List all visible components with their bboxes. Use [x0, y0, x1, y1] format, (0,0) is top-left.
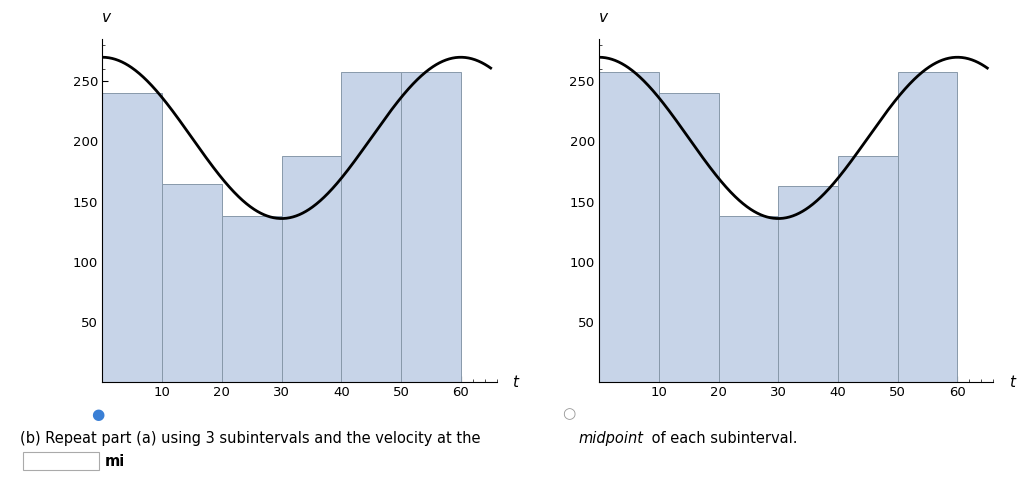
Bar — [401, 72, 461, 382]
Text: mi: mi — [104, 454, 125, 469]
Text: midpoint: midpoint — [579, 431, 643, 446]
Text: v: v — [102, 10, 112, 25]
Bar — [102, 94, 162, 382]
Text: t: t — [1009, 375, 1015, 390]
Bar — [162, 184, 222, 382]
Text: ●: ● — [91, 407, 103, 421]
Bar — [838, 156, 898, 382]
Bar — [658, 94, 719, 382]
Text: (b) Repeat part (a) using 3 subintervals and the velocity at the: (b) Repeat part (a) using 3 subintervals… — [20, 431, 485, 446]
Text: v: v — [599, 10, 608, 25]
Bar — [778, 186, 838, 382]
Bar — [599, 72, 658, 382]
Bar — [282, 156, 341, 382]
Bar — [341, 72, 401, 382]
Bar — [719, 216, 778, 382]
Text: t: t — [512, 375, 518, 390]
Text: ○: ○ — [562, 407, 574, 421]
Bar — [898, 72, 957, 382]
Bar — [222, 216, 282, 382]
Text: of each subinterval.: of each subinterval. — [647, 431, 798, 446]
